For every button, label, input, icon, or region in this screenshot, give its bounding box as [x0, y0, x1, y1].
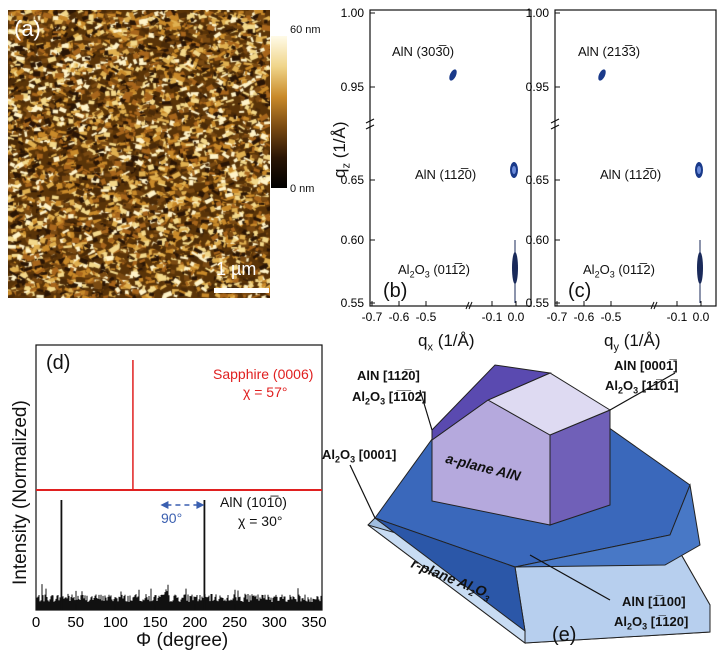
rsm-c-peak2-label: AlN (112̅0) — [600, 167, 662, 182]
aln-chi-label: χ = 30° — [238, 513, 283, 529]
rsm-c-ytick-label: 0.95 — [526, 80, 550, 94]
rsm-b-axis-break-2 — [365, 124, 375, 130]
rsm-c-ytick-label: 0.60 — [526, 233, 550, 247]
rsm-c-peak3-label: Al2O3 (011̅2) — [583, 262, 655, 280]
rsm-b-xtick-label: -0.6 — [389, 310, 410, 324]
afm-image — [8, 10, 270, 298]
phi-y-title: Intensity (Normalized) — [10, 400, 31, 585]
rsm-b-xtick-label: 0.0 — [508, 310, 525, 324]
rsm-c-xbreak-2 — [653, 301, 658, 310]
rsm-panels: 1.000.950.650.600.55-0.7 -0.6 -0.5 -0.1 0.0 … — [341, 6, 717, 324]
rsm-b-peak-1 — [449, 69, 457, 81]
rsm-c-xtick-label: -0.1 — [667, 310, 688, 324]
pointer-top — [419, 389, 433, 431]
label-aln-0001bar: AlN [0001̅] — [614, 358, 678, 373]
rsm-c-x-title: qy (1/Å) — [604, 331, 661, 354]
pointer-bottom — [529, 554, 611, 601]
rsm-b-frame — [369, 9, 532, 307]
rsm-c-peak1-label: AlN (213̅3) — [578, 44, 641, 59]
angle-label: 90° — [161, 510, 183, 526]
sapphire-top-right — [514, 483, 701, 568]
rsm-y-title: qz (1/Å) — [330, 121, 353, 178]
panel-e-label: (e) — [552, 624, 577, 646]
rsm-b-ytick-label: 0.60 — [341, 233, 365, 247]
label-al2o3-1120: Al2O3 [1̅120] — [614, 614, 689, 632]
rsm-b-xbreak-2 — [468, 301, 473, 310]
rsm-c-ytick-label: 0.55 — [526, 296, 550, 310]
crystal-schematic — [349, 364, 711, 645]
label-al2o3-1101: Al2O3 [11̅01̅] — [605, 378, 679, 396]
label-al2o3-0001: Al2O3 [0001] — [322, 447, 397, 465]
phi-xtick-label: 100 — [103, 614, 128, 631]
rsm-c-xtick-label: 0.0 — [693, 310, 710, 324]
rsm-c-xtick-label: -0.7 — [547, 310, 568, 324]
rsm-b-ytick-label: 0.95 — [341, 80, 365, 94]
phi-frame — [35, 344, 323, 611]
colorbar-max-label: 60 nm — [290, 24, 321, 36]
rsm-b-xtick-label: -0.1 — [482, 310, 503, 324]
sapphire-top-front — [374, 517, 526, 633]
rsm-b-x-title: qx (1/Å) — [418, 331, 475, 354]
phi-xtick-label: 300 — [262, 614, 287, 631]
rsm-c-peak-1 — [598, 69, 606, 81]
scale-bar-label: 1 µm — [216, 259, 257, 279]
label-aln-1100: AlN [1̅100] — [622, 594, 686, 609]
phi-xtick-label: 150 — [143, 614, 168, 631]
angle-arrow-left-head — [160, 501, 169, 509]
phi-xtick-label: 350 — [302, 614, 327, 631]
phi-xtick-label: 50 — [67, 614, 84, 631]
phi-x-title: Φ (degree) — [136, 630, 229, 651]
colorbar — [271, 36, 287, 188]
rsm-c-frame — [554, 9, 717, 307]
rsm-c-xtick-label: -0.6 — [574, 310, 595, 324]
rsm-b-peak2-label: AlN (112̅0) — [415, 167, 477, 182]
aln-label: AlN (101̅0) — [220, 494, 287, 510]
label-al2o3-1102: Al2O3 [1̅1̅02] — [352, 389, 427, 407]
rsm-c-ytick-label: 1.00 — [526, 6, 550, 20]
label-aln-1120: AlN [112̅0] — [357, 368, 420, 383]
pointer-right — [609, 372, 676, 411]
phi-xtick-label: 200 — [182, 614, 207, 631]
rsm-b-label: (b) — [383, 280, 408, 302]
rsm-b-xbreak — [465, 301, 470, 310]
colorbar-min-label: 0 nm — [290, 183, 315, 195]
rsm-b-axis-break — [365, 118, 375, 124]
afm-panel: (a) 1 µm — [8, 10, 270, 298]
rsm-b-ytick-label: 1.00 — [341, 6, 365, 20]
aln-top-left — [431, 364, 552, 441]
rsm-c-axis-break — [550, 118, 560, 124]
sapphire-chi-label: χ = 57° — [243, 384, 288, 400]
sapphire-label: Sapphire (0006) — [213, 366, 314, 382]
phi-scan-chart: 0 50 100 150 200 250 300 350 — [32, 344, 327, 631]
rsm-c-xbreak — [650, 301, 655, 310]
scale-bar — [214, 288, 269, 293]
pointer-left — [349, 464, 376, 519]
rsm-b-xtick-label: -0.5 — [416, 310, 437, 324]
phi-panel-label: (d) — [46, 352, 71, 374]
rsm-c-xtick-label: -0.5 — [601, 310, 622, 324]
rsm-c-plot: 1.00 0.95 0.65 0.60 0.55-0.7 -0.6 -0.5 -0.1 0.0 — [526, 6, 717, 324]
rsm-c-ytick-label: 0.65 — [526, 173, 550, 187]
phi-xtick-label: 0 — [32, 614, 40, 631]
rsm-b-plot: 1.00 0.95 0.65 0.60 0.55-0.7 -0.6 -0.5 -0.1 0.0 — [341, 6, 532, 324]
rsm-b-ytick-label: 0.55 — [341, 296, 365, 310]
rsm-c-axis-break-2 — [550, 124, 560, 130]
rsm-b-peak-2-core — [512, 166, 516, 174]
angle-arrow-right-head — [196, 501, 205, 509]
rsm-c-peak-2-core — [697, 166, 701, 174]
panel-a-label: (a) — [14, 16, 41, 41]
phi-xtick-label: 250 — [222, 614, 247, 631]
rsm-b-peak1-label: AlN (303̅0) — [392, 44, 455, 59]
rsm-b-ytick-label: 0.65 — [341, 173, 365, 187]
rsm-c-label: (c) — [568, 280, 592, 302]
rsm-b-peak3-label: Al2O3 (011̅2) — [398, 262, 470, 280]
rsm-b-xtick-label: -0.7 — [362, 310, 383, 324]
